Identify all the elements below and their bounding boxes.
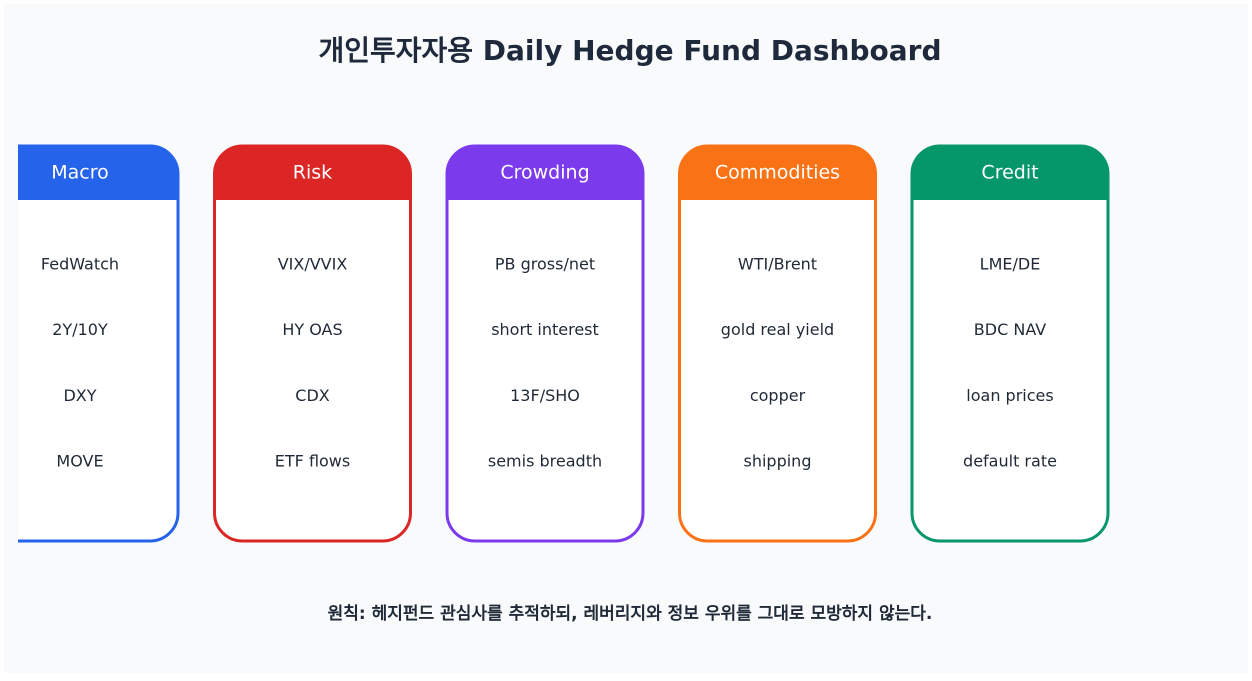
card-item: PB gross/net [495,255,595,274]
card: Crowding PB gross/net short interest 13F/SH… [445,144,645,543]
card-item: 13F/SHO [510,386,580,405]
card-title: Credit [981,162,1038,184]
card-body [213,144,412,543]
card-item: default rate [963,452,1057,471]
title: 개인투자자용 Daily Hedge Fund Dashboard [318,34,941,67]
note: 원칙: 헤지펀드 관심사를 추적하되, 레버리지와 정보 우위를 그대로 모방하… [328,604,933,624]
card-item: short interest [491,320,599,339]
card-item: MOVE [56,452,103,471]
card-item: ETF flows [275,452,350,471]
card-title: Commodities [715,162,840,184]
card: Credit LME/DE BDC NAV loan prices default ra… [910,144,1110,543]
card-item: FedWatch [41,255,119,274]
card-header [679,146,876,200]
card: Risk VIX/VVIX HY OAS CDX ETF flows [213,144,412,543]
card-header [447,146,643,200]
card: Commodities WTI/Brent gold real yield coppe… [678,144,877,543]
card-item: CDX [295,386,329,405]
card-item: HY OAS [282,320,342,339]
card-body [18,144,180,543]
card-item: 2Y/10Y [52,320,108,339]
card-item: WTI/Brent [738,255,817,274]
card-item: VIX/VVIX [278,255,348,274]
card-title: Risk [293,162,332,184]
card-item: copper [750,386,806,405]
card-item: semis breadth [488,452,602,471]
card-header [18,146,178,200]
card-item: loan prices [966,386,1053,405]
card-header [214,146,411,200]
card-item: BDC NAV [974,320,1046,339]
card-item: DXY [63,386,96,405]
card-body [445,144,645,543]
card-body [910,144,1110,543]
card-item: LME/DE [980,255,1041,274]
card-header [912,146,1108,200]
card-item: gold real yield [721,320,834,339]
card: Macro FedWatch 2Y/10Y DXY MOVE [18,144,180,543]
card-title: Macro [51,162,109,184]
card-item: shipping [744,452,812,471]
card-title: Crowding [500,162,589,184]
cards: Macro FedWatch 2Y/10Y DXY MOVE Risk VIX/VVIX HY… [18,144,1110,543]
card-body [678,144,877,543]
